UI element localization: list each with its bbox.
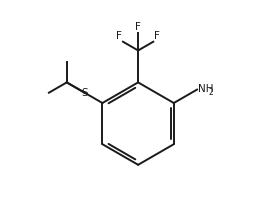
Text: 2: 2 <box>209 88 213 97</box>
Text: F: F <box>154 31 160 41</box>
Text: F: F <box>135 22 141 32</box>
Text: NH: NH <box>198 84 213 94</box>
Text: F: F <box>116 31 122 41</box>
Text: S: S <box>81 88 88 98</box>
